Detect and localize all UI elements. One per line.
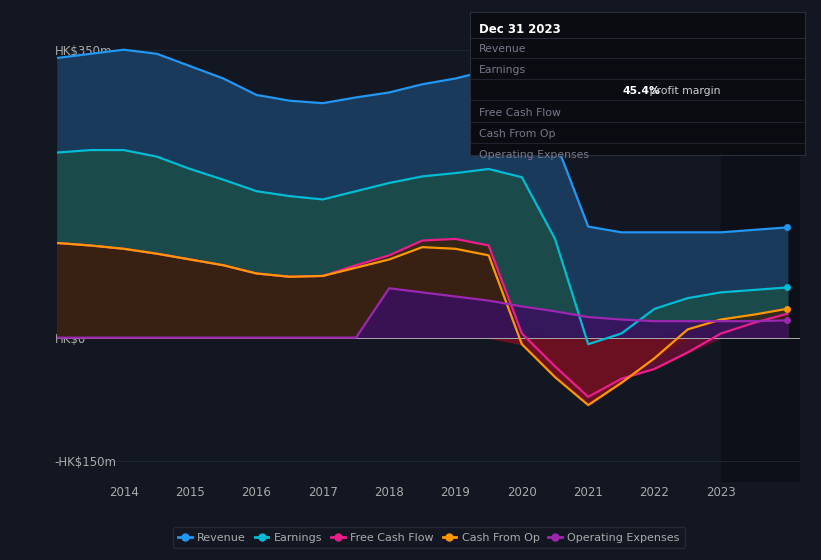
Legend: Revenue, Earnings, Free Cash Flow, Cash From Op, Operating Expenses: Revenue, Earnings, Free Cash Flow, Cash … — [173, 527, 685, 548]
Text: Dec 31 2023: Dec 31 2023 — [479, 22, 561, 36]
Text: Free Cash Flow: Free Cash Flow — [479, 108, 561, 118]
Text: 45.4%: 45.4% — [622, 86, 660, 96]
Text: Operating Expenses: Operating Expenses — [479, 150, 589, 160]
Text: profit margin: profit margin — [646, 86, 721, 96]
Bar — [721, 17, 800, 482]
Text: Revenue: Revenue — [479, 44, 526, 54]
Text: Earnings: Earnings — [479, 65, 525, 75]
Text: Cash From Op: Cash From Op — [479, 129, 555, 139]
